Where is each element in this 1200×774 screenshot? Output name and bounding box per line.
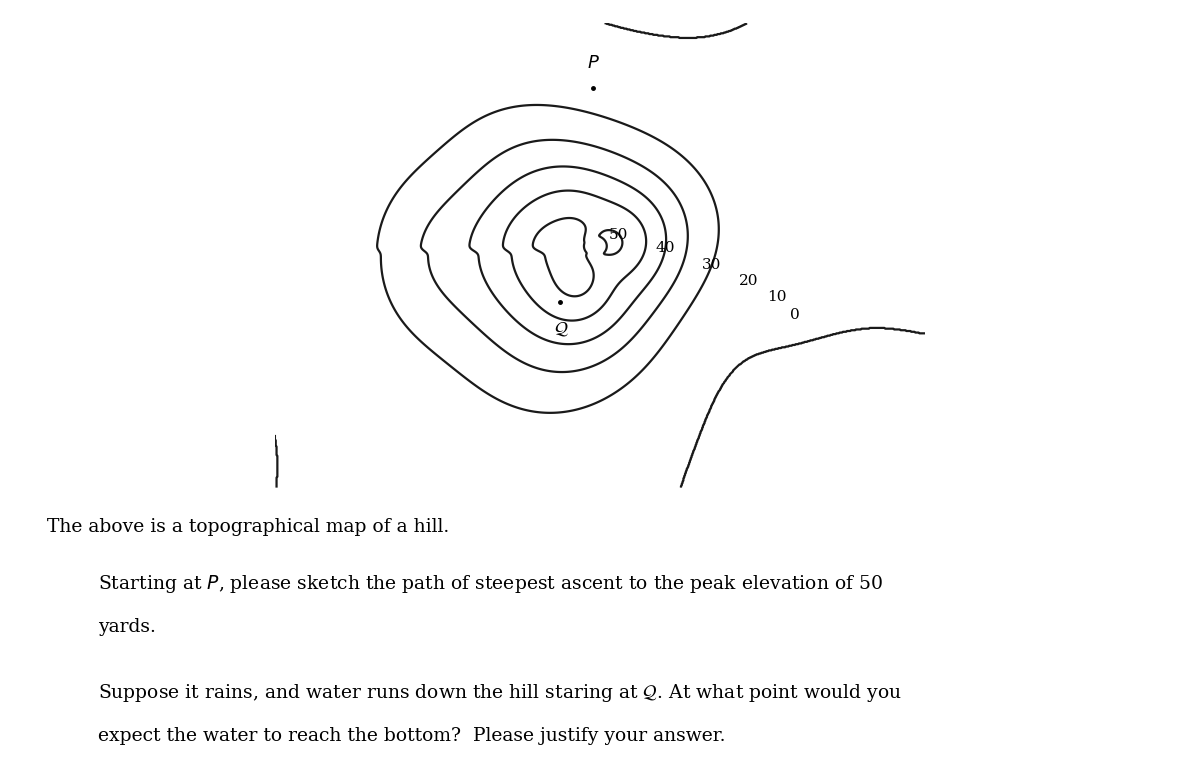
Text: $\mathcal{Q}$: $\mathcal{Q}$ xyxy=(554,320,569,338)
Text: 0: 0 xyxy=(790,308,800,322)
Text: 50: 50 xyxy=(610,228,629,241)
Text: Suppose it rains, and water runs down the hill staring at $\mathcal{Q}$. At what: Suppose it rains, and water runs down th… xyxy=(98,682,902,704)
Text: 20: 20 xyxy=(739,274,758,288)
Text: 10: 10 xyxy=(767,290,786,304)
Text: 30: 30 xyxy=(702,258,721,272)
Text: 40: 40 xyxy=(655,241,676,255)
Text: Starting at $P$, please sketch the path of steepest ascent to the peak elevation: Starting at $P$, please sketch the path … xyxy=(98,574,883,595)
Text: $P$: $P$ xyxy=(587,54,600,72)
Text: yards.: yards. xyxy=(98,618,156,636)
Text: expect the water to reach the bottom?  Please justify your answer.: expect the water to reach the bottom? Pl… xyxy=(98,727,726,745)
Text: The above is a topographical map of a hill.: The above is a topographical map of a hi… xyxy=(47,518,450,536)
